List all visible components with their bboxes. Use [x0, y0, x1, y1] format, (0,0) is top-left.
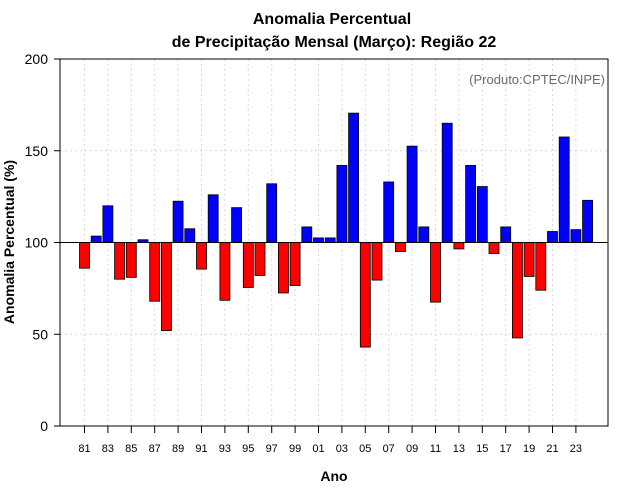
bar-23	[570, 229, 582, 243]
grid	[60, 59, 608, 426]
bar-95	[242, 242, 254, 288]
x-tick-label: 07	[383, 443, 395, 455]
bar-99	[289, 242, 301, 287]
bar-92	[207, 194, 219, 243]
x-axis: 81 83 85 87 89 91 93 95 97 99 01 03 05 07 09 11 13 15 17 19…	[78, 426, 582, 455]
x-tick-label: 15	[476, 443, 488, 455]
bar-98	[277, 242, 289, 294]
x-axis-label: Ano	[320, 468, 347, 484]
bar-22	[558, 136, 570, 243]
x-tick-label: 91	[195, 443, 207, 455]
x-tick-label: 87	[149, 443, 161, 455]
x-tick-label: 95	[242, 443, 254, 455]
bars	[79, 112, 593, 348]
bar-87	[149, 242, 161, 302]
bar-90	[184, 228, 196, 243]
bar-05	[359, 242, 371, 348]
x-tick-label: 85	[125, 443, 137, 455]
bar-07	[383, 181, 395, 243]
bar-15	[476, 186, 488, 243]
bar-91	[196, 242, 207, 270]
bar-03	[336, 165, 348, 243]
x-tick-label: 19	[523, 443, 535, 455]
bar-89	[172, 200, 184, 243]
y-tick-label: 150	[25, 143, 49, 159]
x-tick-label: 83	[102, 443, 114, 455]
x-tick-label: 81	[78, 443, 90, 455]
bar-85	[125, 242, 137, 278]
bar-81	[79, 242, 90, 269]
x-tick-label: 97	[266, 443, 278, 455]
chart-title-line1: Anomalia Percentual	[253, 11, 411, 28]
bar-84	[114, 242, 125, 280]
x-tick-label: 13	[453, 443, 465, 455]
bar-13	[453, 242, 465, 250]
x-tick-label: 11	[430, 443, 441, 455]
bar-93	[219, 242, 231, 301]
chart-title-line2: de Precipitação Mensal (Março): Região 2…	[172, 34, 497, 51]
bar-04	[348, 112, 360, 243]
bar-82	[90, 235, 102, 243]
credit-text: (Produto:CPTEC/INPE)	[469, 72, 605, 87]
bar-06	[371, 242, 383, 281]
x-tick-label: 05	[359, 443, 371, 455]
bar-16	[488, 242, 500, 254]
y-tick-label: 100	[25, 235, 49, 251]
x-tick-label: 23	[570, 443, 582, 455]
bar-19	[523, 242, 535, 277]
y-tick-label: 200	[25, 51, 49, 67]
bar-20	[535, 242, 547, 291]
bar-12	[441, 122, 453, 243]
x-tick-label: 01	[312, 443, 324, 455]
x-tick-label: 21	[546, 443, 558, 455]
y-tick-label: 0	[40, 418, 48, 434]
bar-83	[102, 205, 114, 243]
bar-94	[231, 207, 243, 243]
bar-10	[418, 226, 430, 243]
bar-18	[512, 242, 523, 339]
x-tick-label: 99	[289, 443, 301, 455]
bar-96	[254, 242, 266, 276]
bar-24	[582, 199, 593, 243]
bar-14	[465, 165, 477, 243]
bar-17	[500, 226, 512, 243]
bar-09	[406, 145, 418, 243]
bar-21	[547, 231, 558, 243]
bar-02	[324, 237, 336, 243]
x-tick-label: 09	[406, 443, 418, 455]
x-tick-label: 03	[336, 443, 348, 455]
bar-11	[430, 242, 441, 303]
y-tick-label: 50	[32, 326, 48, 342]
bar-01	[313, 237, 324, 243]
bar-97	[266, 183, 278, 243]
x-tick-label: 17	[500, 443, 512, 455]
x-tick-label: 89	[172, 443, 184, 455]
y-axis: 0 50 100 150 200	[25, 51, 60, 434]
bar-88	[160, 242, 172, 331]
bar-08	[394, 242, 406, 253]
y-axis-label: Anomalia Percentual (%)	[1, 160, 17, 324]
x-tick-label: 93	[219, 443, 231, 455]
bar-00	[301, 226, 313, 243]
